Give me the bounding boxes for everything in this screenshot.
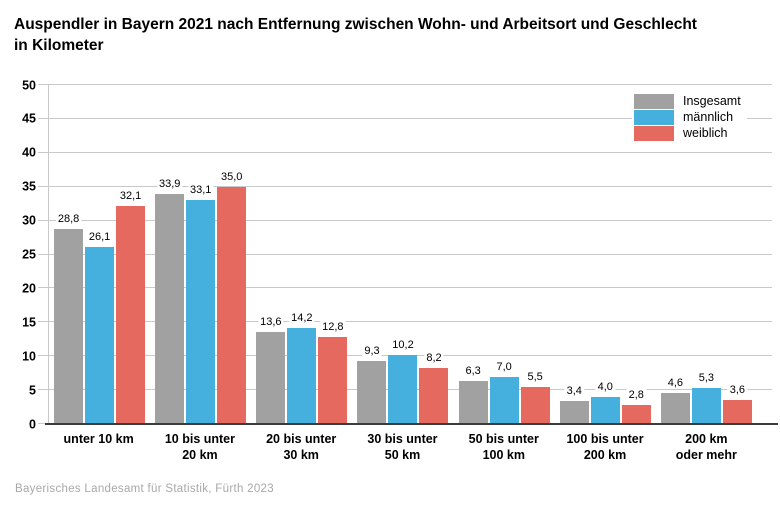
chart-title: Auspendler in Bayern 2021 nach Entfernun… [14, 16, 697, 54]
y-tick-label-20: 20 [22, 281, 36, 296]
bar-value-label: 26,1 [86, 231, 113, 244]
y-tick-label-5: 5 [29, 382, 36, 397]
bar-Insgesamt: 9,3 [357, 344, 387, 424]
bar-weiblich: 2,8 [621, 389, 651, 424]
bar-value-label: 28,8 [55, 212, 82, 226]
bar-weiblich: 32,1 [116, 190, 146, 424]
bar-value-label: 33,1 [187, 183, 214, 197]
bar-weiblich: 8,2 [419, 352, 449, 424]
bar-group-3: 13,6 14,2 12,8 [251, 85, 352, 424]
legend-item-Insgesamt: Insgesamt [634, 93, 741, 109]
y-tick-label-35: 35 [22, 179, 36, 194]
bar-männlich: 5,3 [691, 372, 721, 424]
bar-value-label: 4,6 [665, 376, 686, 390]
y-tick-label-25: 25 [22, 247, 36, 262]
y-tick-label-40: 40 [22, 145, 36, 160]
bar-Insgesamt: 33,9 [155, 178, 185, 424]
legend-swatch-icon [634, 125, 674, 141]
bar-value-label: 10,2 [390, 338, 416, 352]
legend-label: weiblich [683, 126, 728, 140]
bar-value-label: 33,9 [156, 178, 183, 191]
bar-value-label: 8,2 [424, 352, 444, 366]
bar-value-label: 2,8 [626, 389, 646, 402]
bar-weiblich: 5,5 [520, 370, 550, 424]
y-tick-label-30: 30 [22, 213, 36, 228]
bar-value-label: 3,4 [564, 384, 584, 398]
x-category-label-6: 100 bis unter 200 km [566, 432, 644, 463]
gridline-50 [38, 84, 772, 85]
bar-männlich: 10,2 [388, 338, 418, 424]
y-axis: 0 5 10 15 20 25 30 35 40 45 50 [0, 79, 36, 430]
bar-groups: 28,8 26,1 32,1 33,9 33,1 35,0 13,6 14,2 12,8 9,3 1… [49, 85, 757, 424]
x-category-label-7: 200 km oder mehr [675, 432, 737, 463]
gridline-35 [38, 185, 772, 187]
bar-Insgesamt: 4,6 [660, 376, 690, 424]
bar-value-label: 6,3 [463, 365, 483, 378]
gridline-25 [38, 253, 772, 255]
bar-value-label: 5,3 [696, 372, 717, 385]
bar-weiblich: 35,0 [217, 170, 247, 424]
bar-value-label: 7,0 [494, 360, 514, 374]
plot-area: 28,8 26,1 32,1 33,9 33,1 35,0 13,6 14,2 12,8 9,3 1… [38, 84, 778, 425]
y-tick-label-0: 0 [29, 416, 36, 431]
bar-Insgesamt: 28,8 [54, 212, 84, 424]
y-tick-label-10: 10 [22, 348, 36, 363]
bar-value-label: 35,0 [218, 170, 245, 184]
legend-item-weiblich: weiblich [634, 125, 741, 141]
y-tick-label-45: 45 [22, 111, 36, 126]
legend-swatch-icon [634, 109, 674, 125]
bar-value-label: 9,3 [362, 344, 382, 358]
bar-group-2: 33,9 33,1 35,0 [150, 85, 251, 424]
bar-group-1: 28,8 26,1 32,1 [49, 85, 150, 424]
bar-weiblich: 3,6 [722, 383, 752, 424]
bar-group-7: 4,6 5,3 3,6 [656, 85, 757, 424]
bar-value-label: 32,1 [117, 190, 144, 204]
source-note: Bayerisches Landesamt für Statistik, Für… [15, 483, 274, 495]
bar-Insgesamt: 3,4 [559, 384, 589, 424]
x-category-label-5: 50 bis unter 100 km [468, 432, 539, 463]
legend: Insgesamt männlich weiblich [632, 91, 747, 143]
y-tick-label-50: 50 [22, 77, 36, 92]
gridline-40 [38, 151, 772, 153]
bar-männlich: 26,1 [85, 231, 115, 424]
x-axis: unter 10 km 10 bis unter 20 km 20 bis unte… [48, 431, 757, 464]
gridline-30 [38, 219, 772, 221]
x-category-label-3: 20 bis unter 30 km [266, 432, 337, 463]
bar-männlich: 33,1 [186, 183, 216, 424]
legend-label: Insgesamt [683, 94, 741, 108]
bar-value-label: 3,6 [727, 383, 748, 397]
x-category-label-1: unter 10 km [63, 432, 134, 446]
bar-männlich: 7,0 [489, 360, 519, 424]
bar-value-label: 13,6 [258, 315, 284, 329]
legend-swatch-icon [634, 93, 674, 109]
gridline-15 [38, 321, 772, 323]
legend-item-männlich: männlich [634, 109, 741, 125]
legend-label: männlich [683, 110, 734, 124]
bar-value-label: 4,0 [595, 380, 615, 394]
bar-value-label: 14,2 [289, 311, 315, 325]
x-axis-line [45, 423, 778, 425]
bar-männlich: 4,0 [590, 380, 620, 424]
gridline-45 [38, 117, 772, 119]
bar-value-label: 5,5 [525, 370, 545, 384]
bar-Insgesamt: 13,6 [256, 315, 286, 424]
bar-group-6: 3,4 4,0 2,8 [555, 85, 656, 424]
gridline-20 [38, 287, 772, 289]
x-category-label-4: 30 bis unter 50 km [367, 432, 438, 463]
bar-Insgesamt: 6,3 [458, 365, 488, 424]
bar-group-4: 9,3 10,2 8,2 [352, 85, 453, 424]
y-tick-label-15: 15 [22, 315, 36, 330]
x-category-label-2: 10 bis unter 20 km [164, 432, 235, 463]
bar-group-5: 6,3 7,0 5,5 [454, 85, 555, 424]
bar-männlich: 14,2 [287, 311, 317, 424]
bar-value-label: 12,8 [320, 321, 346, 334]
bar-weiblich: 12,8 [318, 321, 348, 424]
